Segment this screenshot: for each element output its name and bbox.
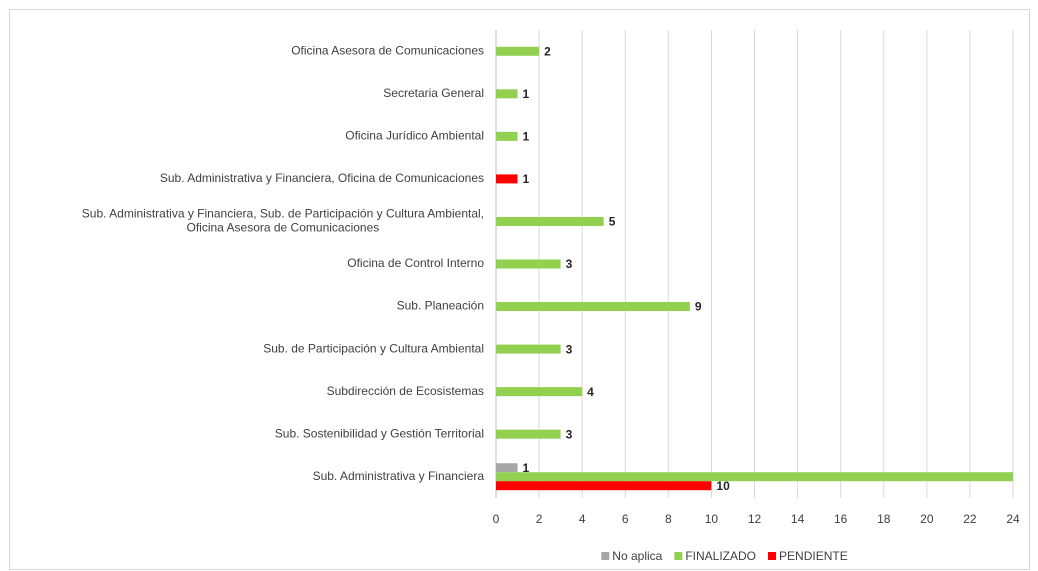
y-tick-label: Sub. Administrativa y Financiera, Sub. d… bbox=[82, 207, 484, 221]
legend: No aplica FINALIZADO PENDIENTE bbox=[601, 549, 848, 563]
value-label: 1 bbox=[523, 87, 530, 101]
value-label: 5 bbox=[609, 215, 616, 229]
legend-label: FINALIZADO bbox=[685, 549, 756, 563]
value-label: 2 bbox=[544, 44, 551, 58]
value-label: 3 bbox=[566, 427, 573, 441]
legend-swatch bbox=[601, 552, 610, 560]
y-tick-label: Secretaria General bbox=[383, 86, 484, 100]
x-tick-label: 24 bbox=[1006, 512, 1020, 526]
x-tick-label: 8 bbox=[665, 512, 672, 526]
x-tick-label: 6 bbox=[622, 512, 629, 526]
y-tick-label: Sub. Administrativa y Financiera bbox=[313, 469, 485, 483]
y-tick-label: Sub. Administrativa y Financiera, Oficin… bbox=[160, 171, 484, 185]
x-tick-label: 10 bbox=[705, 512, 719, 526]
y-tick-label: Sub. Sostenibilidad y Gestión Territoria… bbox=[275, 426, 484, 440]
value-label: 3 bbox=[566, 342, 573, 356]
bar bbox=[496, 344, 561, 354]
bar bbox=[496, 472, 1013, 482]
y-tick-label: Oficina Asesora de Comunicaciones bbox=[187, 221, 380, 235]
x-tick-label: 2 bbox=[536, 512, 543, 526]
bar bbox=[496, 302, 690, 312]
bar bbox=[496, 481, 712, 491]
legend-label: No aplica bbox=[612, 549, 662, 563]
y-tick-label: Sub. de Participación y Cultura Ambienta… bbox=[263, 341, 484, 355]
value-label: 1 bbox=[523, 461, 530, 475]
value-label: 1 bbox=[523, 130, 530, 144]
bar bbox=[496, 131, 518, 141]
bar bbox=[496, 259, 561, 269]
y-tick-label: Oficina Asesora de Comunicaciones bbox=[291, 43, 484, 57]
x-tick-label: 16 bbox=[834, 512, 848, 526]
bar bbox=[496, 89, 518, 99]
legend-swatch bbox=[768, 552, 777, 560]
x-tick-label: 12 bbox=[748, 512, 762, 526]
legend-label: PENDIENTE bbox=[779, 549, 848, 563]
x-tick-label: 14 bbox=[791, 512, 805, 526]
y-tick-label: Subdirección de Ecosistemas bbox=[327, 384, 484, 398]
y-tick-label: Oficina Jurídico Ambiental bbox=[345, 129, 484, 143]
bar bbox=[496, 463, 518, 473]
bar bbox=[496, 216, 604, 226]
bar bbox=[496, 387, 583, 397]
value-label: 4 bbox=[587, 385, 594, 399]
value-label: 9 bbox=[695, 300, 702, 314]
bar bbox=[496, 174, 518, 184]
x-tick-label: 22 bbox=[963, 512, 977, 526]
value-label: 3 bbox=[566, 257, 573, 271]
x-tick-label: 20 bbox=[920, 512, 934, 526]
x-tick-label: 0 bbox=[493, 512, 500, 526]
x-tick-label: 18 bbox=[877, 512, 891, 526]
bar bbox=[496, 46, 540, 56]
value-label: 10 bbox=[716, 479, 730, 493]
value-label: 1 bbox=[523, 172, 530, 186]
y-tick-label: Oficina de Control Interno bbox=[347, 256, 484, 270]
legend-swatch bbox=[674, 552, 683, 560]
x-tick-label: 4 bbox=[579, 512, 586, 526]
y-tick-label: Sub. Planeación bbox=[397, 299, 484, 313]
bar bbox=[496, 429, 561, 439]
